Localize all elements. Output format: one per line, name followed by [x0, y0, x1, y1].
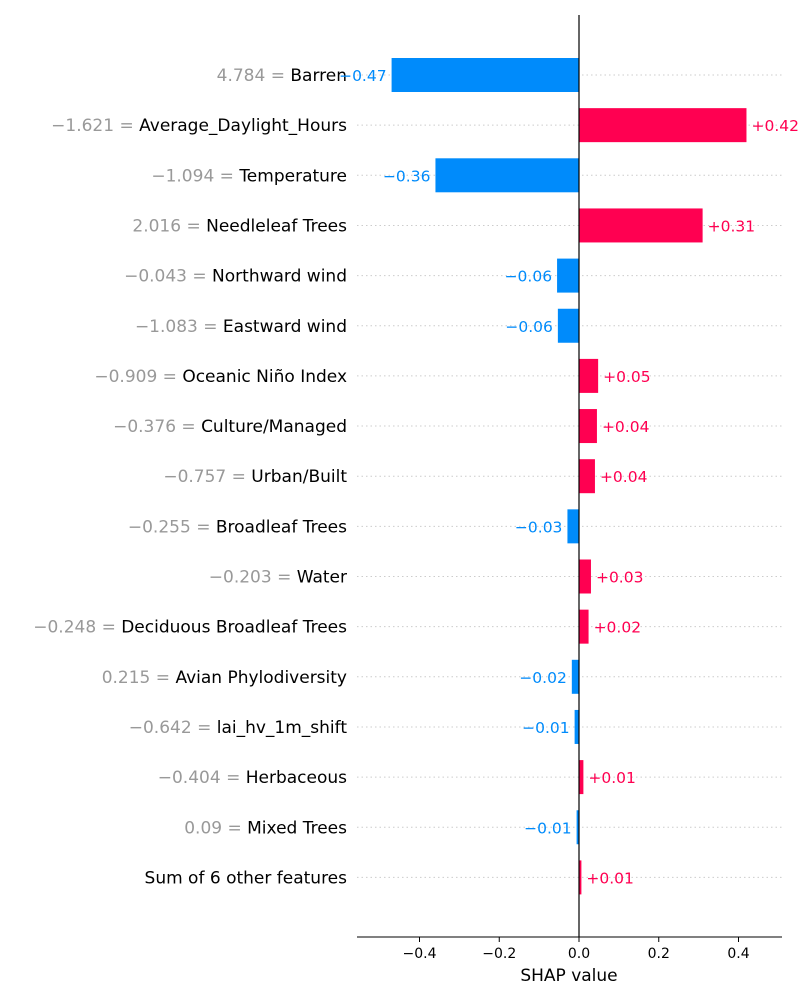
feature-value: −0.203 = [209, 568, 297, 588]
bar-value-label: +0.05 [603, 368, 651, 386]
x-tick-label: 0.0 [568, 946, 590, 962]
feature-value: 0.215 = [102, 668, 176, 688]
positive-bar [579, 358, 599, 393]
feature-value: −0.642 = [129, 718, 217, 738]
positive-bar [579, 860, 582, 895]
bar-value-label: +0.31 [708, 217, 756, 235]
feature-value: −1.621 = [51, 116, 139, 136]
negative-bar [574, 709, 579, 744]
feature-labels: 4.784 = Barren−0.47 −1.621 = Average_Dayl… [33, 66, 799, 888]
feature-label: −0.757 = Urban/Built [163, 467, 347, 487]
feature-label: 2.016 = Needleleaf Trees [132, 216, 347, 236]
x-axis-title: SHAP value [520, 966, 617, 986]
positive-bar [579, 609, 589, 644]
negative-bar [435, 158, 579, 193]
feature-label: −0.376 = Culture/Managed [113, 417, 347, 437]
feature-name: Northward wind [212, 267, 347, 287]
x-tick-label: 0.4 [727, 946, 749, 962]
bar-value-label: −0.47 [339, 67, 387, 85]
feature-name: Mixed Trees [247, 818, 347, 838]
feature-label: −0.404 = Herbaceous [158, 768, 347, 788]
bars [391, 58, 747, 895]
bar-value-label: +0.02 [594, 619, 642, 637]
feature-name: Urban/Built [251, 467, 347, 487]
negative-bar [557, 308, 579, 343]
feature-label: −1.083 = Eastward wind [135, 317, 347, 337]
negative-bar [557, 258, 579, 293]
bar-value-label: +0.01 [588, 769, 636, 787]
feature-value: −0.043 = [124, 267, 212, 287]
x-tick-label: 0.2 [648, 946, 670, 962]
positive-bar [579, 760, 584, 795]
bar-value-label: −0.36 [383, 167, 431, 185]
feature-value: −0.757 = [163, 467, 251, 487]
bar-value-label: −0.01 [522, 719, 570, 737]
bar-value-label: −0.06 [505, 268, 553, 286]
feature-name: Avian Phylodiversity [175, 668, 347, 688]
feature-label: Sum of 6 other features [145, 868, 348, 888]
feature-value: −0.255 = [128, 517, 216, 537]
positive-bar [579, 208, 703, 243]
feature-label: −0.642 = lai_hv_1m_shift [129, 718, 348, 738]
bar-value-label: +0.42 [751, 117, 799, 135]
feature-label: 0.09 = Mixed Trees [184, 818, 347, 838]
feature-value: 0.09 = [184, 818, 247, 838]
feature-label: −0.909 = Oceanic Niño Index [94, 367, 347, 387]
feature-label: −0.248 = Deciduous Broadleaf Trees [33, 618, 347, 638]
feature-label: −0.203 = Water [209, 568, 347, 588]
positive-bar [579, 459, 595, 494]
bar-value-label: +0.03 [596, 569, 644, 587]
feature-value: −0.376 = [113, 417, 201, 437]
feature-name: Deciduous Broadleaf Trees [121, 618, 347, 638]
feature-name: Water [297, 568, 347, 588]
feature-name: Eastward wind [223, 317, 347, 337]
x-tick-label: −0.4 [403, 946, 437, 962]
feature-label: −0.043 = Northward wind [124, 267, 347, 287]
negative-bar [571, 659, 579, 694]
bar-value-label: −0.01 [524, 819, 572, 837]
feature-value: 2.016 = [132, 216, 206, 236]
negative-bar [391, 58, 579, 92]
feature-label: −1.094 = Temperature [151, 166, 347, 186]
feature-name: Oceanic Niño Index [182, 367, 347, 387]
feature-name: Culture/Managed [201, 417, 347, 437]
feature-name: Needleleaf Trees [206, 216, 347, 236]
feature-name: Herbaceous [246, 768, 347, 788]
bar-value-label: −0.03 [515, 518, 563, 536]
feature-value: −0.248 = [33, 618, 121, 638]
bar-value-label: +0.04 [602, 418, 650, 436]
row-gridlines [357, 74, 782, 878]
negative-bar [567, 509, 579, 544]
bar-value-label: +0.01 [586, 869, 634, 887]
negative-bar [576, 810, 579, 845]
feature-label: −1.621 = Average_Daylight_Hours [51, 116, 347, 136]
x-tick-label: −0.2 [482, 946, 516, 962]
feature-name: Broadleaf Trees [216, 517, 347, 537]
x-axis: SHAP value −0.4 −0.2 0.0 0.2 0.4 [357, 15, 782, 986]
feature-name: Barren [290, 66, 347, 86]
feature-label: −0.255 = Broadleaf Trees [128, 517, 347, 537]
feature-value: −0.404 = [158, 768, 246, 788]
positive-bar [579, 409, 597, 444]
bar-value-label: +0.04 [600, 468, 648, 486]
feature-name: Sum of 6 other features [145, 868, 348, 888]
positive-bar [579, 559, 591, 594]
bar-value-label: −0.02 [519, 669, 567, 687]
feature-name: lai_hv_1m_shift [217, 718, 348, 738]
feature-value: −1.094 = [151, 166, 239, 186]
feature-label: 4.784 = Barren [217, 66, 347, 86]
feature-value: −0.909 = [94, 367, 182, 387]
feature-name: Average_Daylight_Hours [139, 116, 347, 136]
feature-value: 4.784 = [217, 66, 291, 86]
feature-value: −1.083 = [135, 317, 223, 337]
feature-label: 0.215 = Avian Phylodiversity [102, 668, 347, 688]
feature-name: Temperature [238, 166, 347, 186]
bar-value-label: −0.06 [505, 318, 553, 336]
positive-bar [579, 108, 747, 143]
